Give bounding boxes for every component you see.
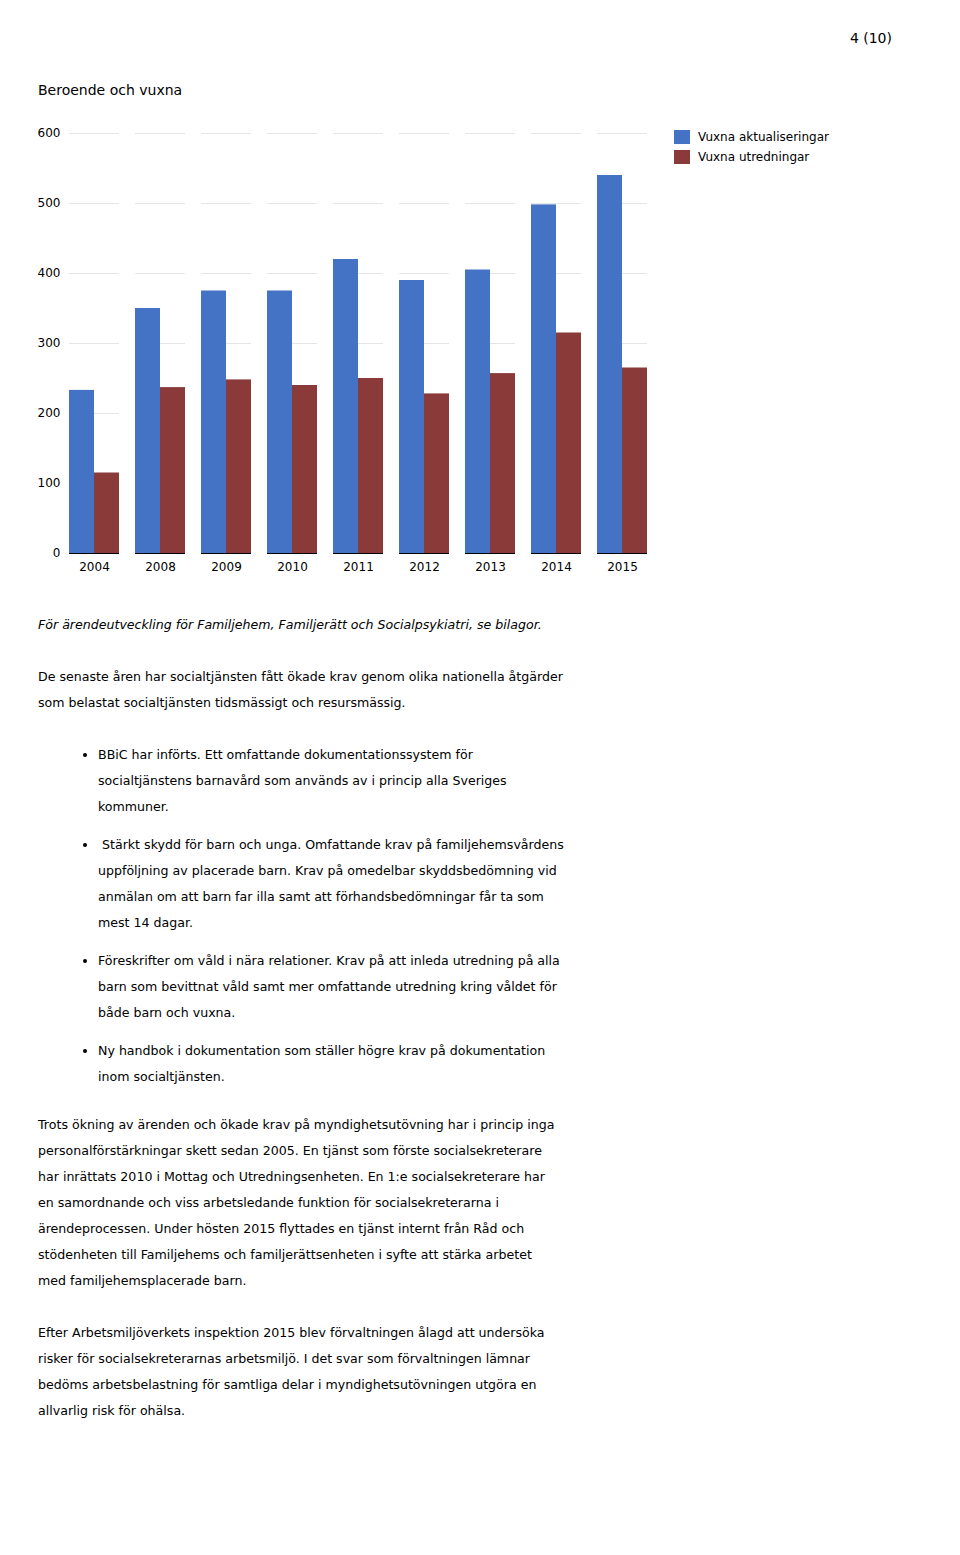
- svg-text:2009: 2009: [211, 560, 242, 574]
- svg-text:500: 500: [38, 196, 61, 210]
- svg-text:400: 400: [38, 266, 61, 280]
- html-text:Stärkt skydd för barn och unga: Stärkt skydd för barn och unga. Omfattan…: [98, 837, 564, 930]
- svg-text:200: 200: [38, 406, 61, 420]
- html-text:För ärendeutveckling för Famil: För ärendeutveckling för Familjehem, Fam…: [38, 617, 542, 632]
- html-text:BBiC har införts. Ett omfattan: BBiC har införts. Ett omfattande dokumen…: [98, 747, 507, 814]
- html-text:Vuxna aktualiseringar: Vuxna aktualiseringar: [698, 130, 829, 144]
- svg-text:2011: 2011: [343, 560, 374, 574]
- svg-text:2014: 2014: [541, 560, 572, 574]
- svg-text:2013: 2013: [475, 560, 506, 574]
- svg-text:2015: 2015: [607, 560, 638, 574]
- html-text:Vuxna utredningar: Vuxna utredningar: [698, 150, 810, 164]
- html-text:De senaste åren har socialtjän: De senaste åren har socialtjänsten fått …: [38, 669, 563, 710]
- svg-text:300: 300: [38, 336, 61, 350]
- html-text:Ny handbok i dokumentation som: Ny handbok i dokumentation som ställer h…: [98, 1043, 546, 1084]
- html-text:Beroende och vuxna: Beroende och vuxna: [38, 82, 183, 98]
- html-text:Föreskrifter om våld i nära re: Föreskrifter om våld i nära relationer. …: [98, 953, 560, 1020]
- svg-text:600: 600: [38, 126, 61, 140]
- svg-text:2012: 2012: [409, 560, 440, 574]
- svg-text:0: 0: [53, 546, 61, 560]
- svg-text:2010: 2010: [277, 560, 308, 574]
- svg-text:2004: 2004: [79, 560, 110, 574]
- html-text:4 (10): 4 (10): [849, 30, 892, 46]
- svg-text:2008: 2008: [145, 560, 176, 574]
- html-text:Efter Arbetsmiljöverkets inspe: Efter Arbetsmiljöverkets inspektion 2015…: [38, 1325, 545, 1418]
- svg-text:100: 100: [38, 476, 61, 490]
- html-text:Trots ökning av ärenden och ök: Trots ökning av ärenden och ökade krav p…: [38, 1117, 555, 1288]
